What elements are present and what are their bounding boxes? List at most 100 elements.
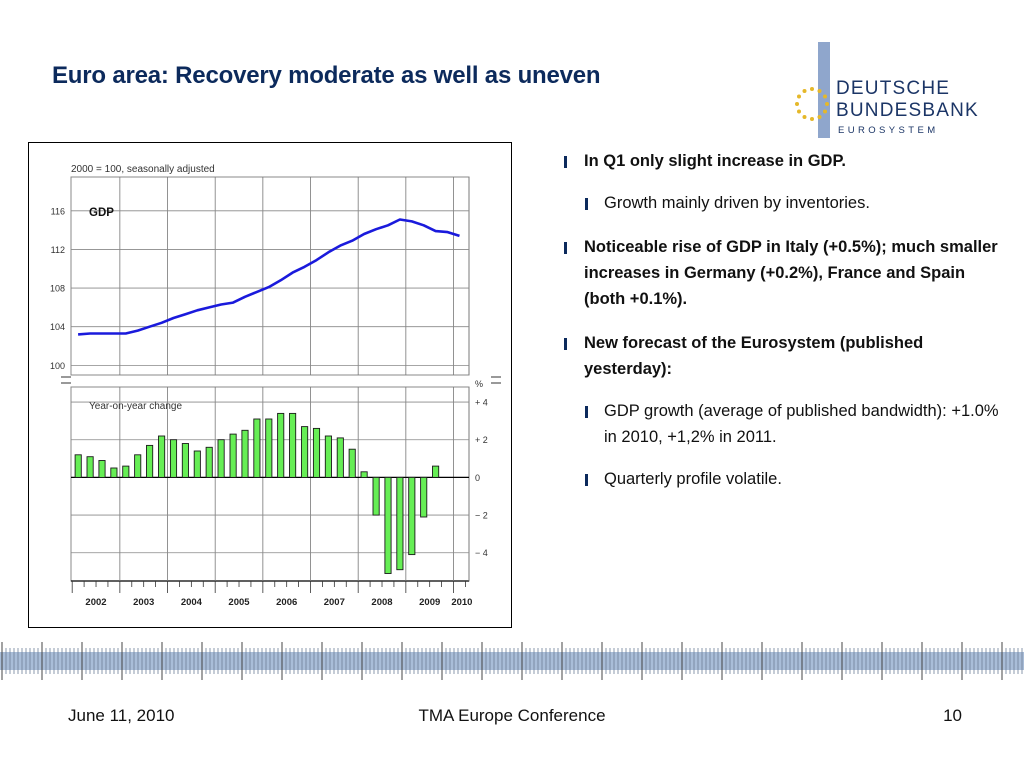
bullet-item: New forecast of the Eurosystem (publishe… bbox=[562, 330, 1002, 382]
gdp-label-bg bbox=[87, 205, 117, 219]
percent-unit-label: % bbox=[475, 379, 483, 389]
bullet-item: Noticeable rise of GDP in Italy (+0.5%);… bbox=[562, 234, 1002, 312]
yoy-bar bbox=[205, 446, 213, 478]
yoy-bar bbox=[217, 439, 225, 478]
top-panel-frame bbox=[70, 176, 470, 376]
yoy-bar bbox=[336, 437, 344, 478]
slide-title: Euro area: Recovery moderate as well as … bbox=[52, 62, 601, 89]
yoy-bar bbox=[408, 476, 416, 556]
yoy-bar bbox=[372, 476, 380, 516]
gdp-series-label: GDP bbox=[89, 207, 114, 219]
footer-conference: TMA Europe Conference bbox=[418, 706, 606, 725]
footer-page-number: 10 bbox=[943, 706, 962, 725]
yoy-bar bbox=[229, 433, 237, 478]
bullet-marker-icon bbox=[585, 198, 588, 210]
eu-star bbox=[797, 109, 801, 114]
logo-line-2: BUNDESBANK bbox=[836, 100, 979, 121]
year-tick-label: 2009 bbox=[419, 597, 440, 608]
yoy-bar bbox=[265, 418, 273, 478]
bullet-text: Noticeable rise of GDP in Italy (+0.5%);… bbox=[584, 238, 998, 308]
bullet-marker-icon bbox=[564, 156, 567, 168]
yoy-bar bbox=[98, 460, 106, 478]
eu-star bbox=[823, 94, 827, 99]
yoy-bar bbox=[74, 454, 82, 478]
year-tick-label: 2004 bbox=[181, 597, 203, 608]
logo-line-1: DEUTSCHE bbox=[836, 78, 950, 99]
logo-line-3: EUROSYSTEM bbox=[838, 125, 939, 136]
eu-star bbox=[795, 102, 799, 106]
top-y-tick-label: 104 bbox=[50, 322, 65, 332]
year-tick-label: 2005 bbox=[228, 597, 250, 608]
bullet-item: In Q1 only slight increase in GDP. bbox=[562, 148, 1002, 174]
yoy-bar bbox=[348, 448, 356, 478]
yoy-bar bbox=[158, 435, 166, 478]
yoy-bar bbox=[396, 476, 404, 571]
yoy-panel-label: Year-on-year change bbox=[89, 401, 182, 412]
bullet-text: Growth mainly driven by inventories. bbox=[604, 194, 870, 212]
bullet-item: Quarterly profile volatile. bbox=[562, 466, 1002, 492]
yoy-bar bbox=[122, 465, 130, 478]
yoy-bar bbox=[86, 456, 94, 478]
eu-star bbox=[825, 102, 829, 106]
bundesbank-logo: DEUTSCHE BUNDESBANK EUROSYSTEM bbox=[795, 42, 979, 138]
bullet-text: Quarterly profile volatile. bbox=[604, 470, 782, 488]
eu-stars-icon bbox=[795, 87, 829, 121]
eu-star bbox=[802, 89, 807, 93]
eu-star bbox=[823, 109, 827, 114]
yoy-bar bbox=[384, 476, 392, 574]
gdp-chart: 100 104 108 112 116 + 4 + 2 0 − 2 − 4 2002 2003 2004… bbox=[28, 142, 512, 628]
chart-note: 2000 = 100, seasonally adjusted bbox=[71, 164, 215, 175]
logo-bar bbox=[818, 42, 830, 138]
yoy-bar bbox=[301, 426, 309, 478]
year-tick-label: 2008 bbox=[371, 597, 392, 608]
top-y-tick-label: 108 bbox=[50, 284, 65, 294]
top-y-tick-label: 112 bbox=[51, 245, 65, 255]
eu-star bbox=[802, 115, 807, 119]
bullet-marker-icon bbox=[585, 474, 588, 486]
bullet-ul: In Q1 only slight increase in GDP. Growth… bbox=[562, 148, 1002, 492]
bottom-y-tick-label: + 4 bbox=[475, 398, 488, 408]
bullet-text: New forecast of the Eurosystem (publishe… bbox=[584, 334, 924, 378]
yoy-bar bbox=[277, 412, 285, 478]
yoy-bar bbox=[420, 476, 428, 518]
eu-star bbox=[817, 89, 822, 93]
year-tick-label: 2002 bbox=[85, 597, 106, 608]
yoy-bar bbox=[134, 454, 142, 478]
year-tick-label: 2003 bbox=[133, 597, 154, 608]
bullet-marker-icon bbox=[564, 242, 567, 254]
yoy-bar bbox=[169, 439, 178, 478]
bullet-text: GDP growth (average of published bandwid… bbox=[604, 402, 999, 446]
bullet-text: In Q1 only slight increase in GDP. bbox=[584, 152, 846, 170]
gdp-chart-svg: 100 104 108 112 116 + 4 + 2 0 − 2 − 4 2002 2003 2004… bbox=[50, 164, 501, 608]
year-tick-label: 2010 bbox=[451, 597, 472, 608]
gdp-line bbox=[78, 218, 460, 336]
eu-star bbox=[797, 94, 801, 99]
bottom-y-tick-label: − 4 bbox=[475, 548, 488, 558]
yoy-label-bg bbox=[85, 399, 199, 413]
bottom-y-tick-label: − 2 bbox=[475, 511, 488, 521]
yoy-bar bbox=[241, 429, 249, 478]
yoy-bar bbox=[253, 418, 261, 478]
bullet-list: In Q1 only slight increase in GDP. Growth… bbox=[562, 148, 1002, 510]
yoy-bar bbox=[289, 412, 297, 478]
yoy-bar bbox=[360, 471, 368, 478]
top-y-tick-label: 116 bbox=[51, 206, 65, 216]
yoy-bar bbox=[181, 443, 189, 478]
year-tick-label: 2006 bbox=[276, 597, 297, 608]
year-tick-label: 2007 bbox=[324, 597, 345, 608]
yoy-bar bbox=[193, 450, 201, 478]
yoy-bar bbox=[324, 435, 332, 478]
decorative-ruler bbox=[0, 642, 1024, 680]
yoy-bar bbox=[146, 444, 154, 478]
top-y-tick-label: 100 bbox=[50, 361, 65, 371]
eu-star bbox=[817, 115, 822, 119]
footer-date: June 11, 2010 bbox=[68, 706, 175, 725]
bullet-item: Growth mainly driven by inventories. bbox=[562, 190, 1002, 216]
ruler-band bbox=[0, 652, 1024, 670]
yoy-bar bbox=[312, 427, 321, 478]
bottom-y-tick-label: + 2 bbox=[475, 435, 488, 445]
bullet-marker-icon bbox=[564, 338, 567, 350]
eu-star bbox=[810, 117, 814, 121]
bottom-y-tick-label: 0 bbox=[475, 473, 480, 483]
bullet-item: GDP growth (average of published bandwid… bbox=[562, 398, 1002, 450]
